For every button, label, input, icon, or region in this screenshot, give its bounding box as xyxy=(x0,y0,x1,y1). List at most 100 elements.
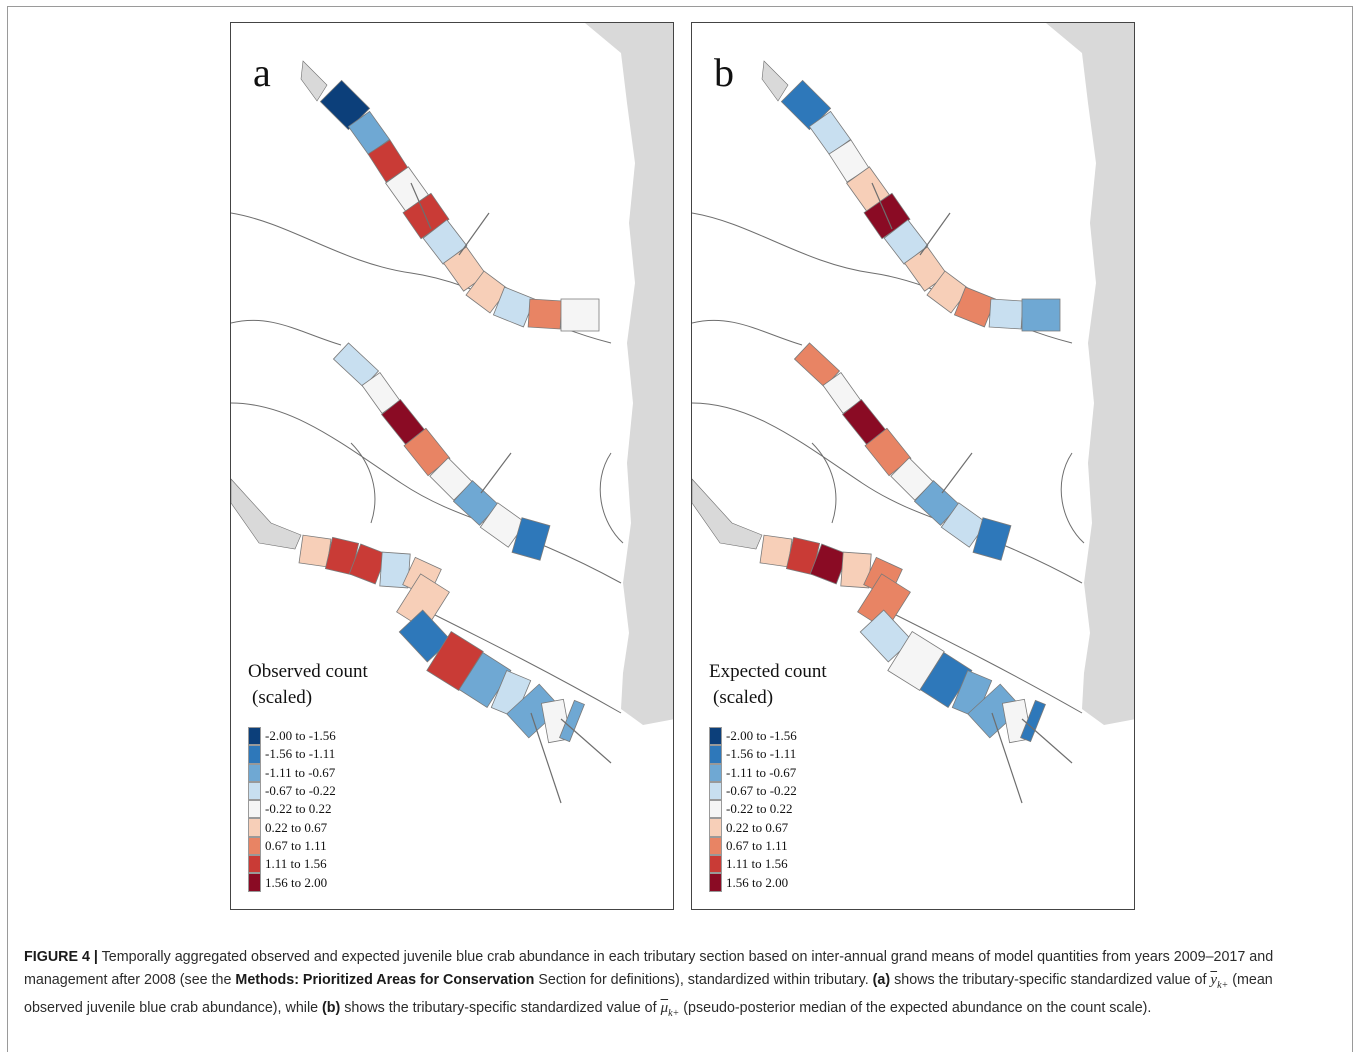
section-york-10 xyxy=(988,298,1024,330)
section-james-9 xyxy=(458,651,512,709)
section-rappahannock-4 xyxy=(403,427,451,477)
caption-symbol-ybar: yk+ xyxy=(1210,972,1229,991)
land-upper-james xyxy=(692,478,763,550)
legend-swatch xyxy=(248,727,261,746)
legend-row: -1.56 to -1.11 xyxy=(709,745,827,764)
creek-3 xyxy=(480,452,512,494)
legend-label: -2.00 to -1.56 xyxy=(726,728,797,744)
legend-a: Observed count (scaled) -2.00 to -1.56 -1… xyxy=(248,659,368,892)
map-canvas-b xyxy=(692,23,1134,804)
legend-label: -0.22 to 0.22 xyxy=(265,801,332,817)
legend-row: 0.22 to 0.67 xyxy=(709,818,827,837)
section-james-1 xyxy=(759,534,793,568)
legend-swatch xyxy=(248,836,261,856)
section-james-8 xyxy=(887,630,945,692)
legend-row: 0.67 to 1.11 xyxy=(709,836,827,856)
section-james-9 xyxy=(919,651,973,709)
figure-frame xyxy=(7,6,1353,1052)
legend-label: -2.00 to -1.56 xyxy=(265,728,336,744)
legend-title-b: Expected count xyxy=(709,661,827,682)
caption-figure-label: FIGURE 4 | xyxy=(24,949,98,965)
creek-5 xyxy=(1021,718,1073,764)
section-james-2 xyxy=(785,536,821,576)
land-eastern-shore xyxy=(585,23,673,725)
section-rappahannock-4 xyxy=(864,427,912,477)
legend-row: -0.67 to -0.22 xyxy=(709,781,827,801)
caption-section-ref: Methods: Prioritized Areas for Conservat… xyxy=(235,972,535,988)
legend-label: 0.22 to 0.67 xyxy=(726,819,789,835)
legend-row: -1.56 to -1.11 xyxy=(248,745,368,764)
shoreline-5 xyxy=(430,612,622,714)
land-upper-york xyxy=(300,60,328,102)
legend-swatch xyxy=(709,745,722,764)
caption-text-6: (pseudo-posterior median of the expected… xyxy=(679,1000,1152,1016)
legend-label: -0.22 to 0.22 xyxy=(726,801,793,817)
section-james-8 xyxy=(426,630,484,692)
shoreline-6 xyxy=(599,452,624,544)
section-york-2 xyxy=(347,110,391,156)
panel-label-a: a xyxy=(253,50,271,95)
legend-label: 1.56 to 2.00 xyxy=(726,874,789,890)
creek-4 xyxy=(530,712,562,804)
map-panel-a: a Observed count (scaled) -2.00 to -1.56… xyxy=(230,22,674,910)
legend-label: 0.67 to 1.11 xyxy=(265,837,327,853)
creek-1 xyxy=(919,212,951,256)
legend-label: -0.67 to -0.22 xyxy=(726,783,797,799)
legend-rows-a: -2.00 to -1.56 -1.56 to -1.11 -1.11 to -0.… xyxy=(248,727,368,892)
legend-label: 0.67 to 1.11 xyxy=(726,837,788,853)
caption-symbol-mubar: μk+ xyxy=(660,1000,680,1019)
figure-caption: FIGURE 4 | Temporally aggregated observe… xyxy=(24,946,1334,1025)
legend-swatch xyxy=(248,781,261,801)
legend-row: -2.00 to -1.56 xyxy=(248,727,368,746)
legend-label: -1.11 to -0.67 xyxy=(726,764,797,780)
creek-3 xyxy=(941,452,973,494)
shoreline-2 xyxy=(692,319,803,346)
legend-swatch xyxy=(709,855,722,874)
caption-text-4: (mean observed juvenile blue crab abunda… xyxy=(24,972,1273,1016)
shoreline-4 xyxy=(350,442,376,524)
legend-swatch xyxy=(709,781,722,801)
section-rappahannock-8 xyxy=(511,517,551,561)
legend-swatch xyxy=(709,727,722,746)
legend-swatch xyxy=(248,763,261,782)
legend-row: -0.67 to -0.22 xyxy=(248,781,368,801)
land-eastern-shore xyxy=(1046,23,1134,725)
map-canvas-a xyxy=(231,23,673,804)
shoreline-2 xyxy=(231,319,342,346)
section-james-2 xyxy=(324,536,360,576)
section-york-6 xyxy=(422,219,468,265)
section-james-4 xyxy=(840,551,872,589)
shoreline-6 xyxy=(1060,452,1085,544)
section-rappahannock-1 xyxy=(793,342,841,388)
legend-row: 1.56 to 2.00 xyxy=(709,873,827,892)
legend-row: 0.22 to 0.67 xyxy=(248,818,368,837)
legend-subtitle-b: (scaled) xyxy=(713,687,774,708)
legend-row: -2.00 to -1.56 xyxy=(709,727,827,746)
legend-label: -1.11 to -0.67 xyxy=(265,764,336,780)
section-york-11 xyxy=(560,298,600,332)
caption-ref-b: (b) xyxy=(322,1000,341,1016)
section-james-4 xyxy=(379,551,411,589)
legend-row: -0.22 to 0.22 xyxy=(709,800,827,819)
map-panel-b: b Expected count (scaled) -2.00 to -1.56… xyxy=(691,22,1135,910)
caption-text-1: Temporally aggregated observed and expec… xyxy=(24,949,1274,988)
creek-1 xyxy=(458,212,490,256)
legend-swatch xyxy=(709,800,722,819)
caption-text-3: shows the tributary-specific standardize… xyxy=(890,972,1211,988)
section-york-6 xyxy=(883,219,929,265)
legend-label: 1.11 to 1.56 xyxy=(265,856,327,872)
legend-row: 1.11 to 1.56 xyxy=(709,855,827,874)
legend-label: -1.56 to -1.11 xyxy=(726,746,797,762)
legend-swatch xyxy=(248,800,261,819)
section-james-1 xyxy=(298,534,332,568)
legend-row: 0.67 to 1.11 xyxy=(248,836,368,856)
creek-2 xyxy=(871,182,893,230)
legend-swatch xyxy=(709,763,722,782)
legend-swatch xyxy=(248,818,261,837)
section-york-1 xyxy=(780,79,832,131)
section-rappahannock-1 xyxy=(332,342,380,388)
legend-b: Expected count (scaled) -2.00 to -1.56 -1… xyxy=(709,659,827,892)
section-york-11 xyxy=(1021,298,1061,332)
legend-row: -0.22 to 0.22 xyxy=(248,800,368,819)
legend-swatch xyxy=(248,855,261,874)
